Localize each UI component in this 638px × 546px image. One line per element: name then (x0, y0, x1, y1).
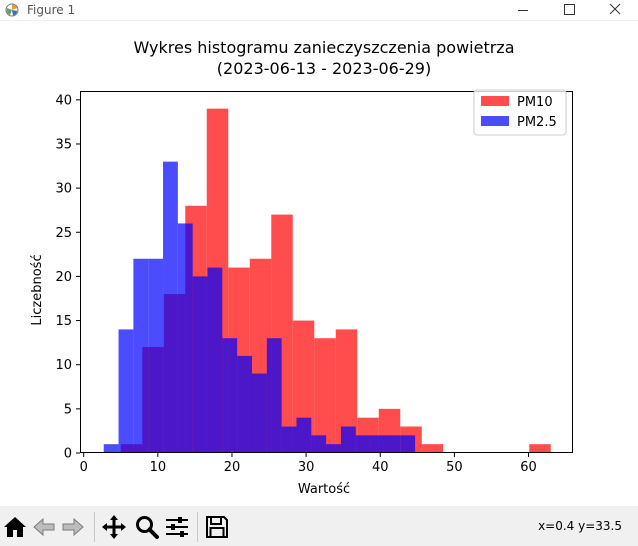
x-tick-label: 60 (520, 460, 537, 475)
matplotlib-icon (5, 3, 19, 17)
x-tick-label: 0 (80, 460, 88, 475)
bar-pm25-0 (103, 444, 119, 453)
y-tick-label: 5 (64, 402, 72, 417)
bar-pm10-14 (421, 444, 444, 453)
y-axis-label: Liczebność (30, 254, 45, 325)
close-button[interactable] (592, 0, 638, 20)
y-tick-label: 25 (55, 226, 72, 241)
bar-pm25-18 (370, 435, 386, 453)
sliders-icon (166, 517, 188, 537)
bar-pm25-14 (311, 435, 327, 453)
y-tick-label: 35 (55, 137, 72, 152)
maximize-icon (564, 4, 575, 15)
bar-pm25-19 (385, 435, 401, 453)
bar-pm25-5 (177, 223, 193, 453)
y-tick-label: 0 (64, 447, 72, 462)
toolbar-separator (94, 512, 95, 542)
toolbar-separator (197, 512, 198, 542)
minimize-button[interactable] (500, 0, 546, 20)
configure-subplots-button[interactable] (164, 514, 190, 540)
bar-pm25-4 (163, 161, 178, 453)
x-tick-label: 10 (150, 460, 167, 475)
legend-label-pm10: PM10 (517, 95, 553, 110)
back-button[interactable] (31, 514, 57, 540)
x-tick-label: 40 (372, 460, 389, 475)
bar-pm10-10 (335, 329, 358, 453)
bar-pm25-2 (133, 258, 149, 453)
bar-pm10-19 (529, 444, 551, 453)
cursor-coordinates: x=0.4 y=33.5 (538, 519, 622, 533)
y-tick-label: 40 (55, 93, 72, 108)
y-tick-label: 15 (55, 314, 72, 329)
y-tick-label: 30 (55, 182, 72, 197)
bar-pm25-1 (118, 329, 134, 453)
x-tick-label: 20 (224, 460, 241, 475)
bars-layer (103, 108, 551, 453)
floppy-disk-icon (206, 516, 228, 538)
bar-pm25-12 (281, 426, 297, 453)
save-button[interactable] (204, 514, 230, 540)
close-icon (609, 3, 621, 15)
x-axis-label: Wartość (298, 482, 350, 497)
bar-pm25-10 (251, 373, 267, 453)
axes-layer: 0 10 20 30 40 50 60 0 5 10 15 20 25 30 35 40 (55, 91, 573, 475)
bar-pm25-11 (266, 338, 282, 453)
minimize-icon (518, 10, 528, 11)
arrow-left-icon (33, 517, 55, 537)
home-icon (4, 517, 26, 537)
bar-pm25-13 (296, 417, 312, 453)
forward-button[interactable] (60, 514, 86, 540)
bar-pm25-15 (326, 444, 341, 453)
window-title: Figure 1 (27, 3, 76, 17)
bar-pm25-7 (207, 267, 223, 453)
x-tick-label: 50 (446, 460, 463, 475)
magnifier-icon (136, 516, 159, 539)
histogram-chart: Wykres histogramu zanieczyszczenia powie… (30, 38, 573, 497)
legend-swatch-pm10 (481, 96, 509, 106)
bar-pm10-9 (314, 338, 336, 453)
bar-pm25-20 (400, 435, 416, 453)
y-tick-label: 10 (55, 358, 72, 373)
chart-title-line-1: Wykres histogramu zanieczyszczenia powie… (133, 38, 514, 57)
figure-canvas[interactable]: Wykres histogramu zanieczyszczenia powie… (0, 21, 638, 506)
axes-frame (80, 91, 573, 453)
move-icon (102, 515, 126, 539)
arrow-right-icon (62, 517, 84, 537)
bar-pm25-8 (222, 338, 238, 453)
title-bar: Figure 1 (0, 0, 638, 21)
legend: PM10 PM2.5 (473, 89, 567, 136)
legend-label-pm25: PM2.5 (517, 115, 557, 130)
navigation-toolbar: x=0.4 y=33.5 (0, 506, 638, 546)
home-button[interactable] (2, 514, 28, 540)
bar-pm25-3 (148, 258, 164, 453)
maximize-button[interactable] (546, 0, 592, 20)
legend-swatch-pm25 (481, 116, 509, 126)
bar-pm25-17 (355, 435, 371, 453)
bar-pm25-9 (237, 355, 252, 453)
zoom-button[interactable] (134, 514, 160, 540)
chart-title-line-2: (2023-06-13 - 2023-06-29) (217, 59, 431, 78)
bar-pm25-6 (192, 276, 208, 453)
bar-pm25-16 (340, 426, 356, 453)
pan-button[interactable] (101, 514, 127, 540)
x-tick-label: 30 (298, 460, 315, 475)
y-tick-label: 20 (55, 270, 72, 285)
